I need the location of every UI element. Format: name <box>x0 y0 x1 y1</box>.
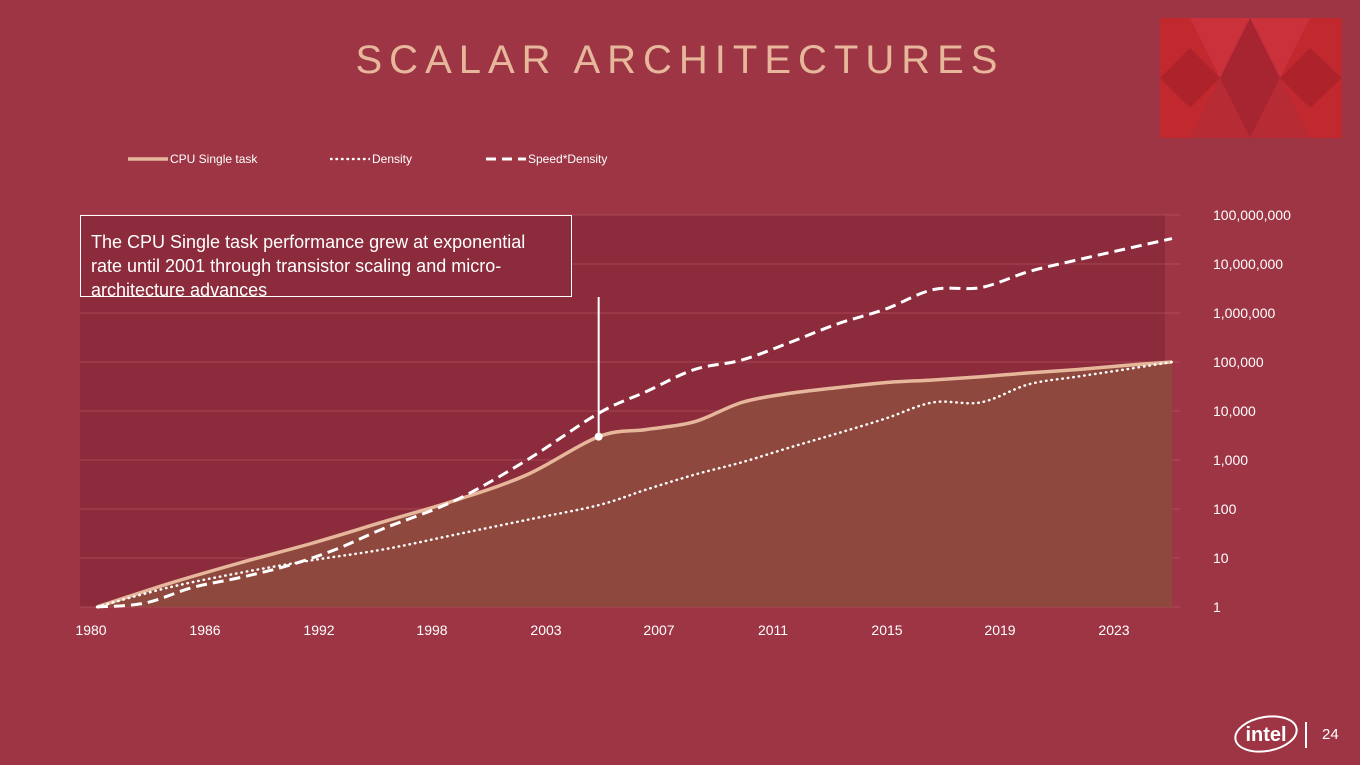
legend-label: CPU Single task <box>170 152 258 166</box>
x-tick-label: 2011 <box>758 622 788 638</box>
series-line <box>96 237 1173 609</box>
brand-wordmark: intel <box>1245 724 1286 746</box>
series-lines <box>95 237 1174 609</box>
y-tick-label: 1 <box>1213 599 1221 615</box>
x-tick-label: 2003 <box>530 622 561 638</box>
legend-item-density: Density <box>330 152 412 166</box>
series-areas <box>97 362 1172 607</box>
diamond-pattern-icon <box>1160 18 1342 138</box>
x-tick-label: 1992 <box>303 622 334 638</box>
y-axis-ticks: 1 10 100 1,000 10,000 100,000 1,000,000 10,000,… <box>1213 207 1291 615</box>
y-tick-label: 10,000 <box>1213 403 1256 419</box>
legend-dotted-line-icon <box>330 157 370 161</box>
y-tick-label: 1,000 <box>1213 452 1248 468</box>
series-area <box>97 362 1172 607</box>
x-tick-label: 1998 <box>416 622 447 638</box>
x-tick-label: 2015 <box>871 622 902 638</box>
legend-item-cpu: CPU Single task <box>128 152 257 166</box>
annotation-callout: The CPU Single task performance grew at … <box>80 215 572 300</box>
x-axis-ticks: 1980 1986 1992 1998 2003 2007 2011 2015 2019 2023 <box>75 622 1129 638</box>
y-tick-label: 100 <box>1213 501 1237 517</box>
x-tick-label: 1986 <box>189 622 220 638</box>
series-line <box>95 360 1174 609</box>
y-tick-label: 100,000,000 <box>1213 207 1291 223</box>
page-separator <box>1305 722 1307 748</box>
intel-logo-icon: intel <box>1234 715 1298 753</box>
y-tick-label: 100,000 <box>1213 354 1264 370</box>
legend-solid-line-icon <box>128 157 168 161</box>
x-tick-label: 2019 <box>984 622 1015 638</box>
legend-label: Speed*Density <box>528 152 608 166</box>
legend-label: Density <box>372 152 413 166</box>
legend-item-speed-density: Speed*Density <box>486 152 607 166</box>
page-number: 24 <box>1322 726 1339 743</box>
legend-dashed-line-icon <box>486 157 526 161</box>
x-tick-label: 2023 <box>1098 622 1129 638</box>
x-tick-label: 2007 <box>643 622 674 638</box>
series-line <box>96 360 1173 609</box>
y-tick-label: 10,000,000 <box>1213 256 1283 272</box>
callout-anchor-dot <box>594 432 603 441</box>
x-tick-label: 1980 <box>75 622 106 638</box>
y-tick-label: 10 <box>1213 550 1229 566</box>
callout-connector <box>594 297 603 441</box>
y-tick-label: 1,000,000 <box>1213 305 1275 321</box>
page-title: SCALAR ARCHITECTURES <box>355 38 1005 82</box>
